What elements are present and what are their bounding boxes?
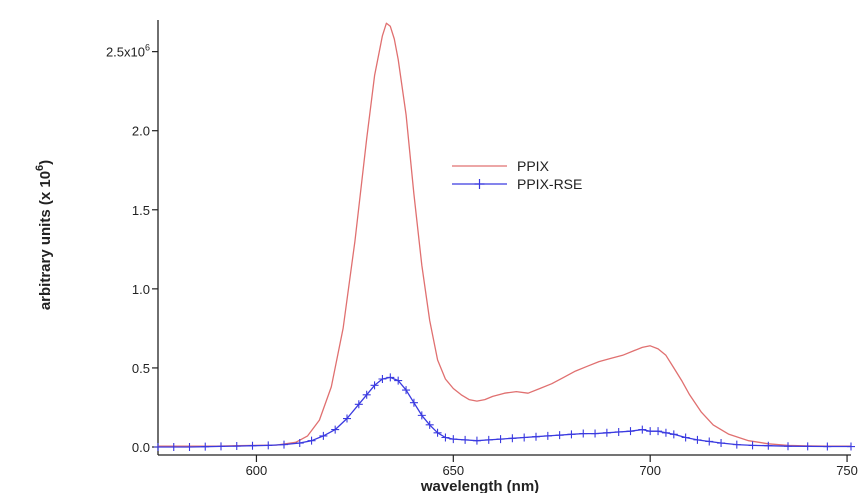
y-axis-title: arbitrary units (x 106) [34,160,54,310]
data-point-ppix-rse [417,411,426,420]
data-point-ppix-rse [169,443,178,451]
data-point-ppix-rse [461,435,470,444]
data-point-ppix-rse [693,435,702,444]
y-axis-title-main: arbitrary units (x 10 [37,171,54,310]
y-tick-label: 2.0 [132,124,150,139]
y-tick-label: 0.5 [132,361,150,376]
data-point-ppix-rse [496,435,505,444]
data-point-ppix-rse [154,443,162,451]
data-point-ppix-rse [433,428,442,437]
data-point-ppix-rse [579,429,588,438]
data-point-ppix-rse [280,440,288,449]
data-point-ppix-rse [370,381,379,390]
data-point-ppix-rse [354,400,363,409]
y-tick-label: 2.5x106 [106,43,150,60]
y-tick-exponent: 6 [145,43,150,53]
data-point-ppix-rse [638,425,647,434]
data-point-ppix-rse [484,435,493,444]
data-point-ppix-rse [402,386,411,395]
data-point-ppix-rse [307,436,316,445]
y-ticks: 0.0 0.5 1.0 1.5 2.0 2.5x106 [106,43,158,455]
data-point-ppix-rse [784,442,792,451]
y-tick-label: 1.0 [132,282,150,297]
data-point-ppix-rse [823,442,832,451]
data-point-ppix-rse [803,442,812,451]
x-ticks: 600 650 700 750 [246,455,858,478]
y-tick-label: 0.0 [132,440,150,455]
data-point-ppix-rse [764,441,773,450]
data-point-ppix-rse [669,430,678,439]
data-point-ppix-rse [343,414,351,423]
legend-label-ppix-rse: PPIX-RSE [517,176,582,192]
data-point-ppix-rse [717,439,726,448]
data-point-ppix-rse [681,433,690,442]
x-tick-label: 700 [639,463,661,478]
data-point-ppix-rse [472,436,481,445]
data-point-ppix-rse [248,441,257,450]
data-point-ppix-rse [232,442,241,451]
series-line-ppix [158,22,851,447]
data-point-ppix-rse [441,433,450,442]
data-point-ppix-rse [425,420,434,429]
series-line-ppix-rse [158,376,851,448]
data-point-ppix-rse [508,434,517,443]
x-axis-title: wavelength (nm) [420,478,539,493]
data-point-ppix-rse [654,427,663,436]
y-axis-title-exponent: 6 [34,165,46,171]
plot-area [154,22,855,451]
data-point-ppix-rse [567,430,576,439]
data-point-ppix-rse [386,373,395,382]
data-point-ppix-rse [449,435,458,444]
data-point-ppix-rse [626,427,635,436]
data-point-ppix-rse [532,432,540,441]
data-point-ppix-rse [732,440,741,449]
data-point-ppix-rse [555,431,564,440]
legend: PPIX PPIX-RSE [452,158,582,192]
data-point-ppix-rse [602,428,611,437]
data-point-ppix-rse [646,427,655,436]
axes [157,20,851,456]
data-point-ppix-rse [847,442,855,451]
data-point-ppix-rse [591,429,600,438]
y-axis-title-group: arbitrary units (x 106) [34,160,54,310]
legend-marker-ppix-rse [474,179,485,189]
data-point-ppix-rse [217,442,225,451]
data-point-ppix-rse [661,428,670,437]
data-point-ppix-rse [394,376,403,385]
data-point-ppix-rse [185,443,194,451]
data-point-ppix-rse [378,374,387,383]
data-point-ppix-rse [201,442,210,451]
data-point-ppix-rse [543,431,552,440]
data-point-ppix-rse [362,390,371,399]
x-tick-label: 600 [246,463,268,478]
data-point-ppix-rse [705,437,714,446]
data-point-ppix-rse [614,427,623,436]
data-point-ppix-rse [409,398,418,407]
data-point-ppix-rse [520,433,529,442]
y-tick-label: 1.5 [132,203,150,218]
data-point-ppix-rse [264,441,273,450]
y-axis-title-close: ) [37,160,54,165]
x-tick-label: 650 [442,463,464,478]
data-point-ppix-rse [319,431,328,440]
data-point-ppix-rse [331,425,340,434]
data-point-ppix-rse [748,441,757,450]
legend-label-ppix: PPIX [517,158,550,174]
x-tick-label: 750 [836,463,858,478]
data-point-ppix-rse [295,439,304,448]
